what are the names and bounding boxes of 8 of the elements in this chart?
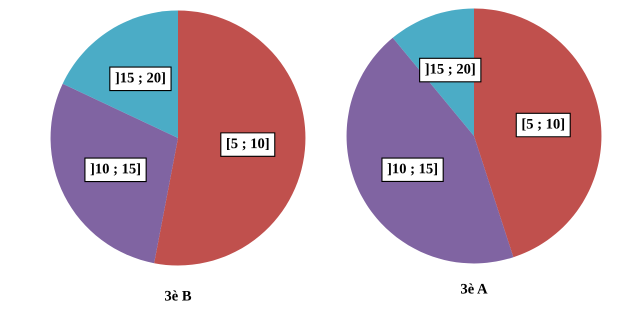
slice-label: ]15 ; 20] bbox=[425, 63, 475, 76]
slice-label: [5 ; 10] bbox=[227, 138, 269, 150]
slice-label: ]10 ; 15] bbox=[90, 163, 140, 176]
text: 3è B bbox=[164, 290, 192, 301]
text: 3è A bbox=[460, 283, 488, 294]
slice-label: ]15 ; 20] bbox=[115, 72, 165, 85]
slice-label: [5 ; 10] bbox=[522, 118, 564, 131]
slice-label: ]10 ; 15] bbox=[388, 163, 438, 176]
